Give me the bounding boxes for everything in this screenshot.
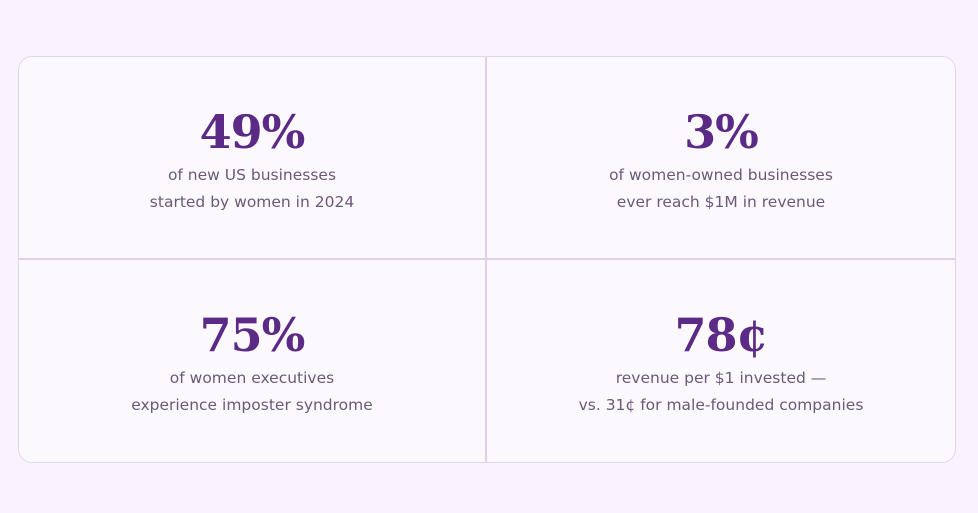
stat-cell: 75% of women executives experience impos… bbox=[19, 260, 487, 462]
stat-description-line: experience imposter syndrome bbox=[131, 396, 373, 414]
stat-description-line: vs. 31¢ for male-founded companies bbox=[578, 396, 864, 414]
stat-value: 78¢ bbox=[674, 308, 768, 362]
stat-cell: 49% of new US businesses started by wome… bbox=[19, 57, 487, 260]
stat-description-line: of women-owned businesses bbox=[609, 165, 833, 184]
stat-value: 75% bbox=[199, 308, 306, 362]
stat-cell: 3% of women-owned businesses ever reach … bbox=[487, 57, 955, 260]
stat-cell: 78¢ revenue per $1 invested — vs. 31¢ fo… bbox=[487, 260, 955, 462]
stat-value: 3% bbox=[684, 104, 759, 159]
stat-description-line: ever reach $1M in revenue bbox=[616, 192, 826, 211]
stats-card: 49% of new US businesses started by wome… bbox=[18, 56, 956, 463]
stat-description-line: of new US businesses bbox=[167, 165, 337, 184]
stat-description-line: of women executives bbox=[169, 369, 335, 387]
stat-value: 49% bbox=[199, 104, 306, 159]
stat-description-line: started by women in 2024 bbox=[149, 192, 355, 211]
stat-description-line: revenue per $1 invested — bbox=[615, 369, 827, 387]
